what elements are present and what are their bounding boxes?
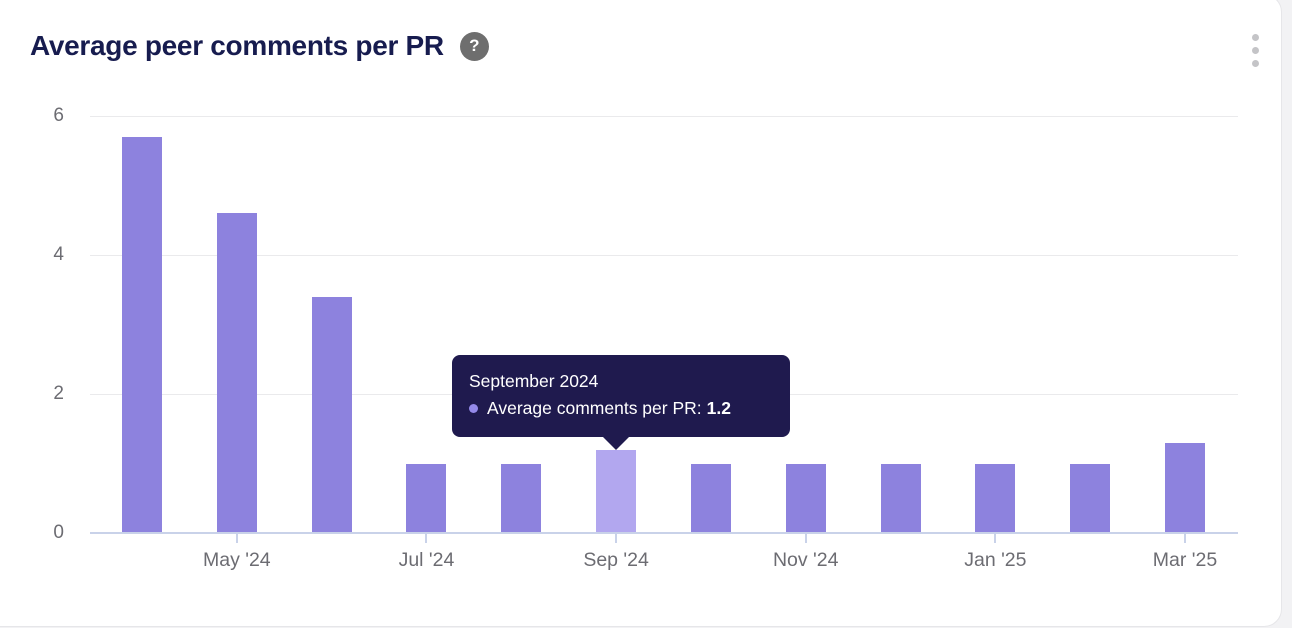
tooltip-series-label: Average comments per PR: — [487, 398, 702, 418]
card-header: Average peer comments per PR ? — [30, 28, 489, 64]
x-axis-label-4: Nov '24 — [772, 549, 839, 571]
bar-mar-25[interactable] — [1164, 442, 1205, 533]
x-axis-tick-6 — [1183, 534, 1186, 543]
y-axis-label-0: 0 — [53, 522, 64, 543]
chart-title: Average peer comments per PR — [30, 30, 444, 61]
tooltip-title: September 2024 — [469, 371, 599, 391]
x-axis-line — [90, 532, 1238, 534]
x-axis-tick-4 — [804, 534, 807, 543]
bar-jan-25[interactable] — [975, 463, 1016, 533]
tooltip-series-row: Average comments per PR: 1.2 — [469, 395, 773, 422]
bar-aug-24[interactable] — [501, 463, 542, 533]
bar-oct-24[interactable] — [690, 463, 731, 533]
bar-jul-24[interactable] — [406, 463, 447, 533]
x-axis-label-5: Jan '25 — [964, 549, 1027, 571]
bar-may-24[interactable] — [216, 213, 257, 533]
bar-dec-24[interactable] — [880, 463, 921, 533]
kebab-menu-icon[interactable] — [1246, 32, 1264, 69]
bar-feb-25[interactable] — [1070, 463, 1111, 533]
tooltip-value: 1.2 — [706, 398, 731, 418]
chart-tooltip: September 2024 Average comments per PR: … — [452, 355, 790, 450]
series-bullet-icon — [469, 404, 478, 413]
x-axis-tick-3 — [615, 534, 618, 543]
gridline-y-4 — [90, 255, 1238, 256]
gridline-y-6 — [90, 116, 1238, 117]
bar-jun-24[interactable] — [311, 296, 352, 533]
bar-nov-24[interactable] — [785, 463, 826, 533]
x-axis-label-2: Jul '24 — [398, 549, 455, 571]
x-axis-tick-1 — [235, 534, 238, 543]
y-axis-label-4: 4 — [53, 244, 64, 265]
x-axis-label-6: Mar '25 — [1152, 549, 1218, 571]
y-axis-label-6: 6 — [53, 105, 64, 126]
x-axis-tick-5 — [994, 534, 997, 543]
y-axis-label-2: 2 — [53, 383, 64, 404]
bar-sep-24[interactable] — [596, 449, 637, 533]
x-axis-label-1: May '24 — [202, 549, 271, 571]
help-icon[interactable]: ? — [459, 31, 489, 61]
bar-apr-24[interactable] — [122, 136, 162, 533]
tooltip-caret — [602, 436, 631, 450]
x-axis-label-3: Sep '24 — [583, 549, 649, 571]
x-axis-tick-2 — [425, 534, 428, 543]
